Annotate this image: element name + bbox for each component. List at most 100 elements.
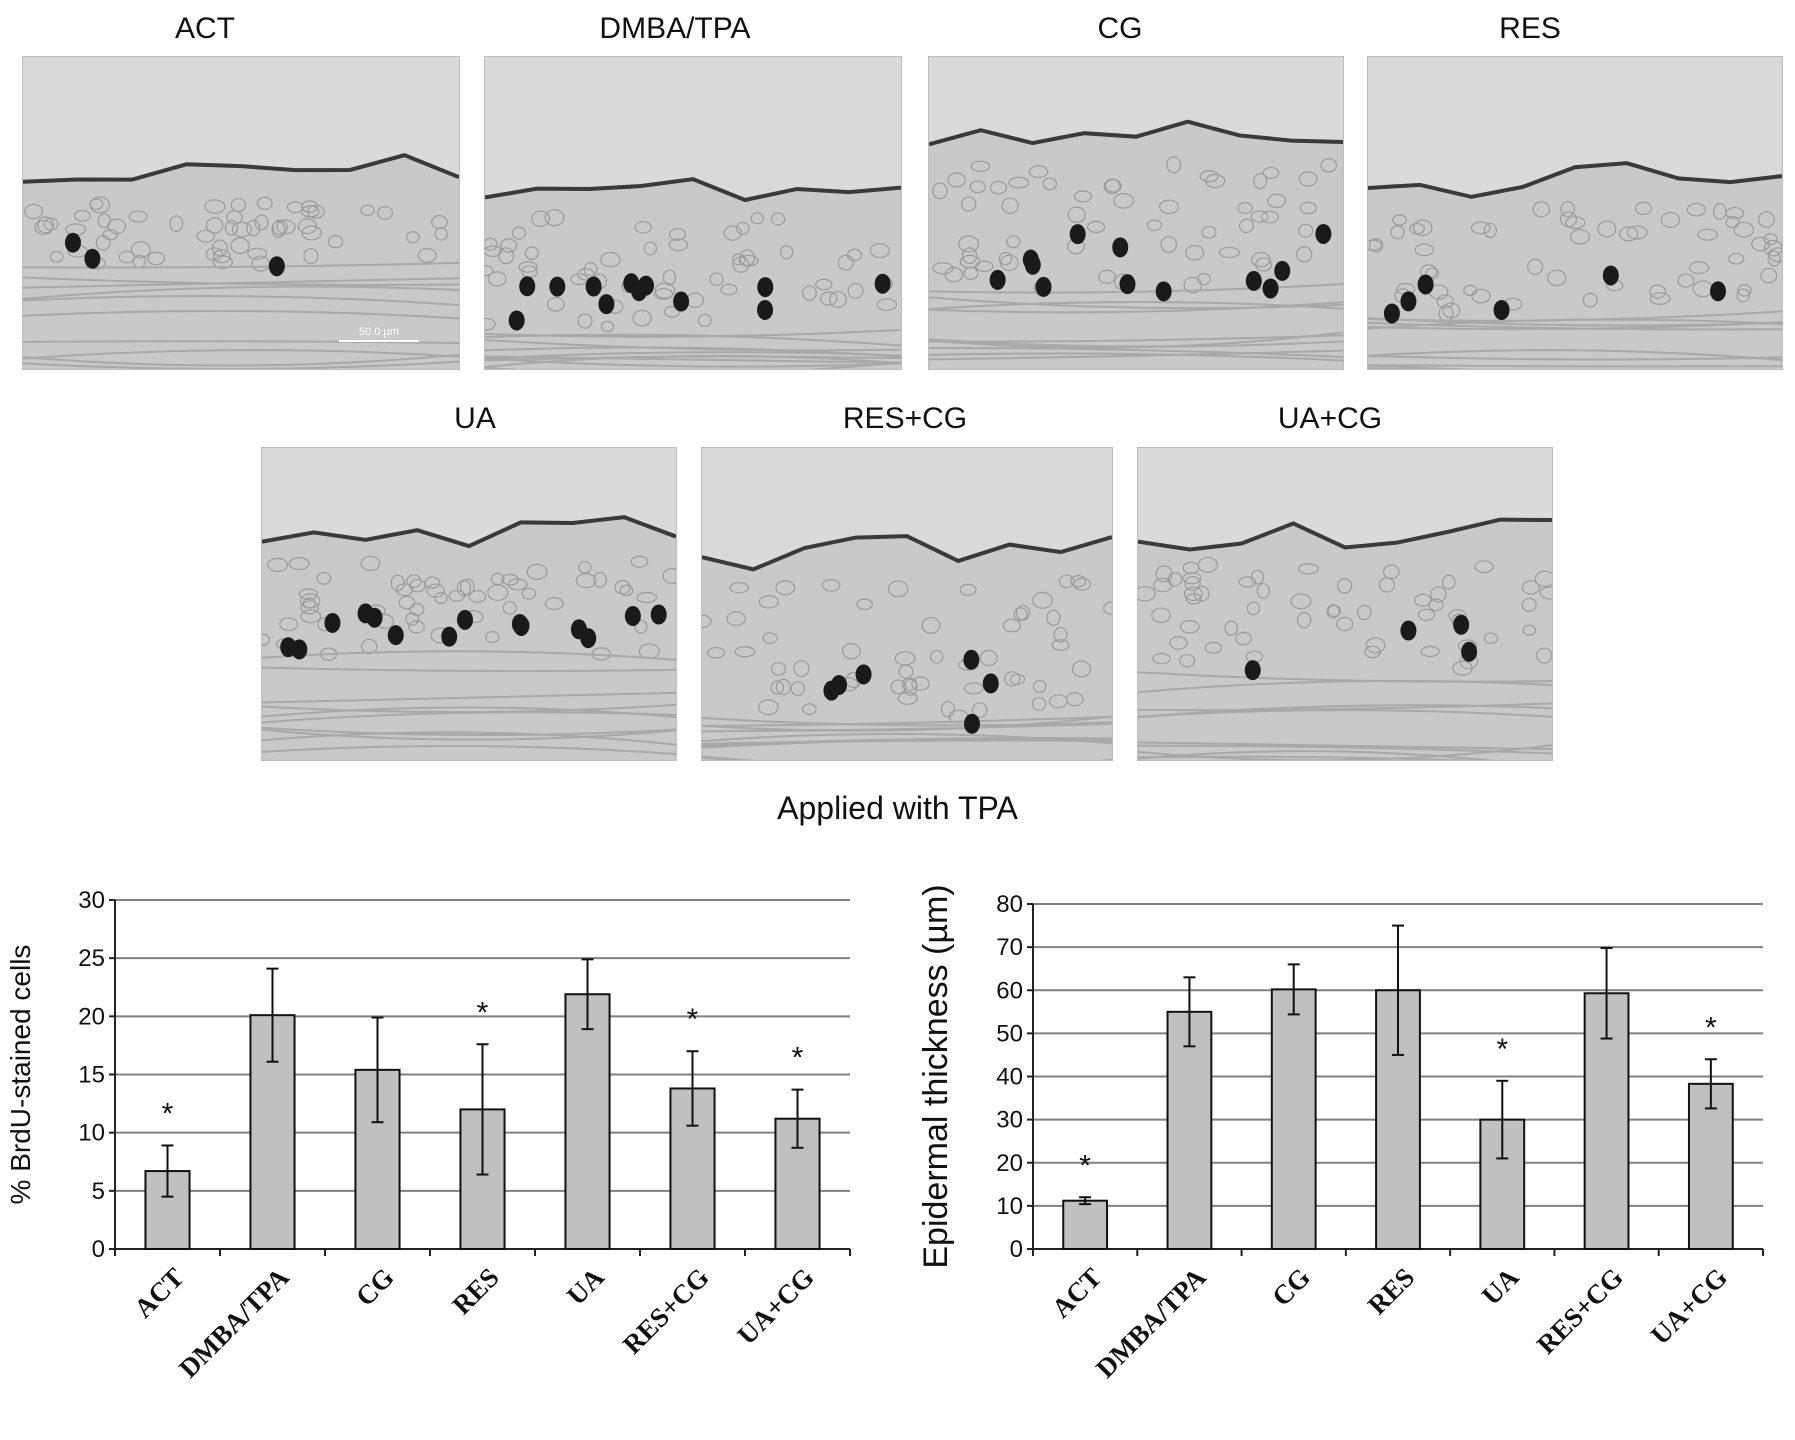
cell-outline xyxy=(1098,269,1116,284)
cell-outline xyxy=(1182,572,1202,585)
significance-star: * xyxy=(477,996,489,1029)
cell-outline xyxy=(802,703,817,715)
dermis-fiber xyxy=(262,650,676,661)
cell-outline xyxy=(487,584,509,602)
brdu-stained-nucleus xyxy=(387,625,404,646)
cell-outline xyxy=(1618,226,1639,242)
cell-outline xyxy=(531,210,551,227)
cell-outline xyxy=(1103,601,1112,615)
cell-outline xyxy=(614,580,631,595)
brdu-stained-nucleus xyxy=(757,277,774,298)
cell-outline xyxy=(1532,201,1551,218)
cell-outline xyxy=(634,220,652,234)
dermis-fiber xyxy=(702,722,1112,733)
cell-outline xyxy=(95,235,111,251)
cell-outline xyxy=(1725,215,1740,229)
tissue-region xyxy=(929,121,1343,369)
micrograph-res-svg xyxy=(1368,57,1782,369)
cell-outline xyxy=(1251,251,1271,268)
cell-outline xyxy=(636,591,658,604)
cell-outline xyxy=(300,609,322,624)
cell-outline xyxy=(1634,201,1652,216)
brdu-stained-nucleus xyxy=(1274,260,1291,281)
cell-outline xyxy=(377,206,393,220)
y-tick-label: 10 xyxy=(78,1120,105,1147)
cell-outline xyxy=(632,309,652,327)
cell-outline xyxy=(524,246,539,261)
cell-outline xyxy=(856,598,873,611)
cell-outline xyxy=(526,563,548,580)
cell-outline xyxy=(1471,288,1491,304)
cell-outline xyxy=(1058,574,1075,589)
cell-outline xyxy=(360,638,378,655)
y-tick-label: 80 xyxy=(996,891,1023,918)
cell-outline xyxy=(1224,620,1238,636)
cell-outline xyxy=(723,225,743,241)
cell-outline xyxy=(577,313,593,329)
cell-outline xyxy=(1179,620,1200,634)
panel-label-ua: UA xyxy=(454,402,496,435)
dermis-fiber xyxy=(929,283,1343,294)
cell-outline xyxy=(398,595,416,610)
cell-outline xyxy=(405,612,420,626)
cell-outline xyxy=(570,273,589,286)
cell-outline xyxy=(1199,170,1219,183)
cell-outline xyxy=(1169,636,1188,650)
stratum-corneum-line xyxy=(929,119,1343,147)
dermis-fiber xyxy=(929,346,1343,359)
cell-outline xyxy=(1420,645,1440,658)
cell-outline xyxy=(1356,604,1372,621)
cell-outline xyxy=(1364,645,1381,659)
cell-outline xyxy=(1073,577,1092,591)
cell-outline xyxy=(1152,577,1173,593)
cell-outline xyxy=(327,235,344,249)
dermis-fiber xyxy=(23,276,459,286)
dermis-fiber xyxy=(262,691,676,704)
cell-outline xyxy=(1649,292,1671,305)
dermis-fiber xyxy=(1138,750,1495,760)
bar-dmba-tpa xyxy=(1166,1010,1213,1250)
cell-outline xyxy=(24,203,44,220)
dermis-fiber xyxy=(929,352,1343,362)
significance-star: * xyxy=(162,1097,174,1130)
cell-outline xyxy=(972,702,988,719)
cell-outline xyxy=(231,221,253,238)
section-title: Applied with TPA xyxy=(777,790,1018,826)
cell-outline xyxy=(634,619,648,634)
brdu-stained-nucleus xyxy=(1400,620,1417,641)
cell-outline xyxy=(1071,660,1092,678)
brdu-stained-nucleus xyxy=(1035,276,1052,297)
brdu-stained-nucleus xyxy=(441,626,458,647)
brdu-stained-nucleus xyxy=(1119,274,1136,295)
y-tick-label: 10 xyxy=(996,1193,1023,1220)
dermis-fiber xyxy=(262,726,676,737)
cell-outline xyxy=(735,221,750,235)
dermis-fiber xyxy=(702,715,1112,732)
cell-outline xyxy=(1185,593,1202,605)
cell-outline xyxy=(1597,220,1617,238)
dermis-fiber xyxy=(485,346,901,358)
cell-outline xyxy=(1151,607,1171,624)
dermis-fiber xyxy=(23,294,459,307)
cell-outline xyxy=(1713,203,1727,220)
brdu-stained-nucleus xyxy=(874,273,891,294)
cell-outline xyxy=(979,649,998,667)
dermis-fiber xyxy=(929,296,1343,310)
cell-outline xyxy=(1547,269,1567,287)
cell-outline xyxy=(1442,302,1461,319)
cell-outline xyxy=(169,215,184,233)
cell-outline xyxy=(1649,284,1667,299)
cell-outline xyxy=(630,555,649,568)
cell-outline xyxy=(1238,576,1257,588)
cell-outline xyxy=(1483,632,1499,644)
cell-outline xyxy=(575,573,597,589)
cell-outline xyxy=(1197,556,1219,573)
brdu-stained-nucleus xyxy=(549,276,566,297)
cell-outline xyxy=(1298,171,1318,187)
dermis-fiber xyxy=(702,715,1112,727)
cell-outline xyxy=(998,251,1013,266)
cell-outline xyxy=(1246,601,1261,616)
cell-outline xyxy=(1179,653,1196,668)
brdu-stained-nucleus xyxy=(650,604,667,625)
brdu-stained-nucleus xyxy=(1069,224,1086,245)
